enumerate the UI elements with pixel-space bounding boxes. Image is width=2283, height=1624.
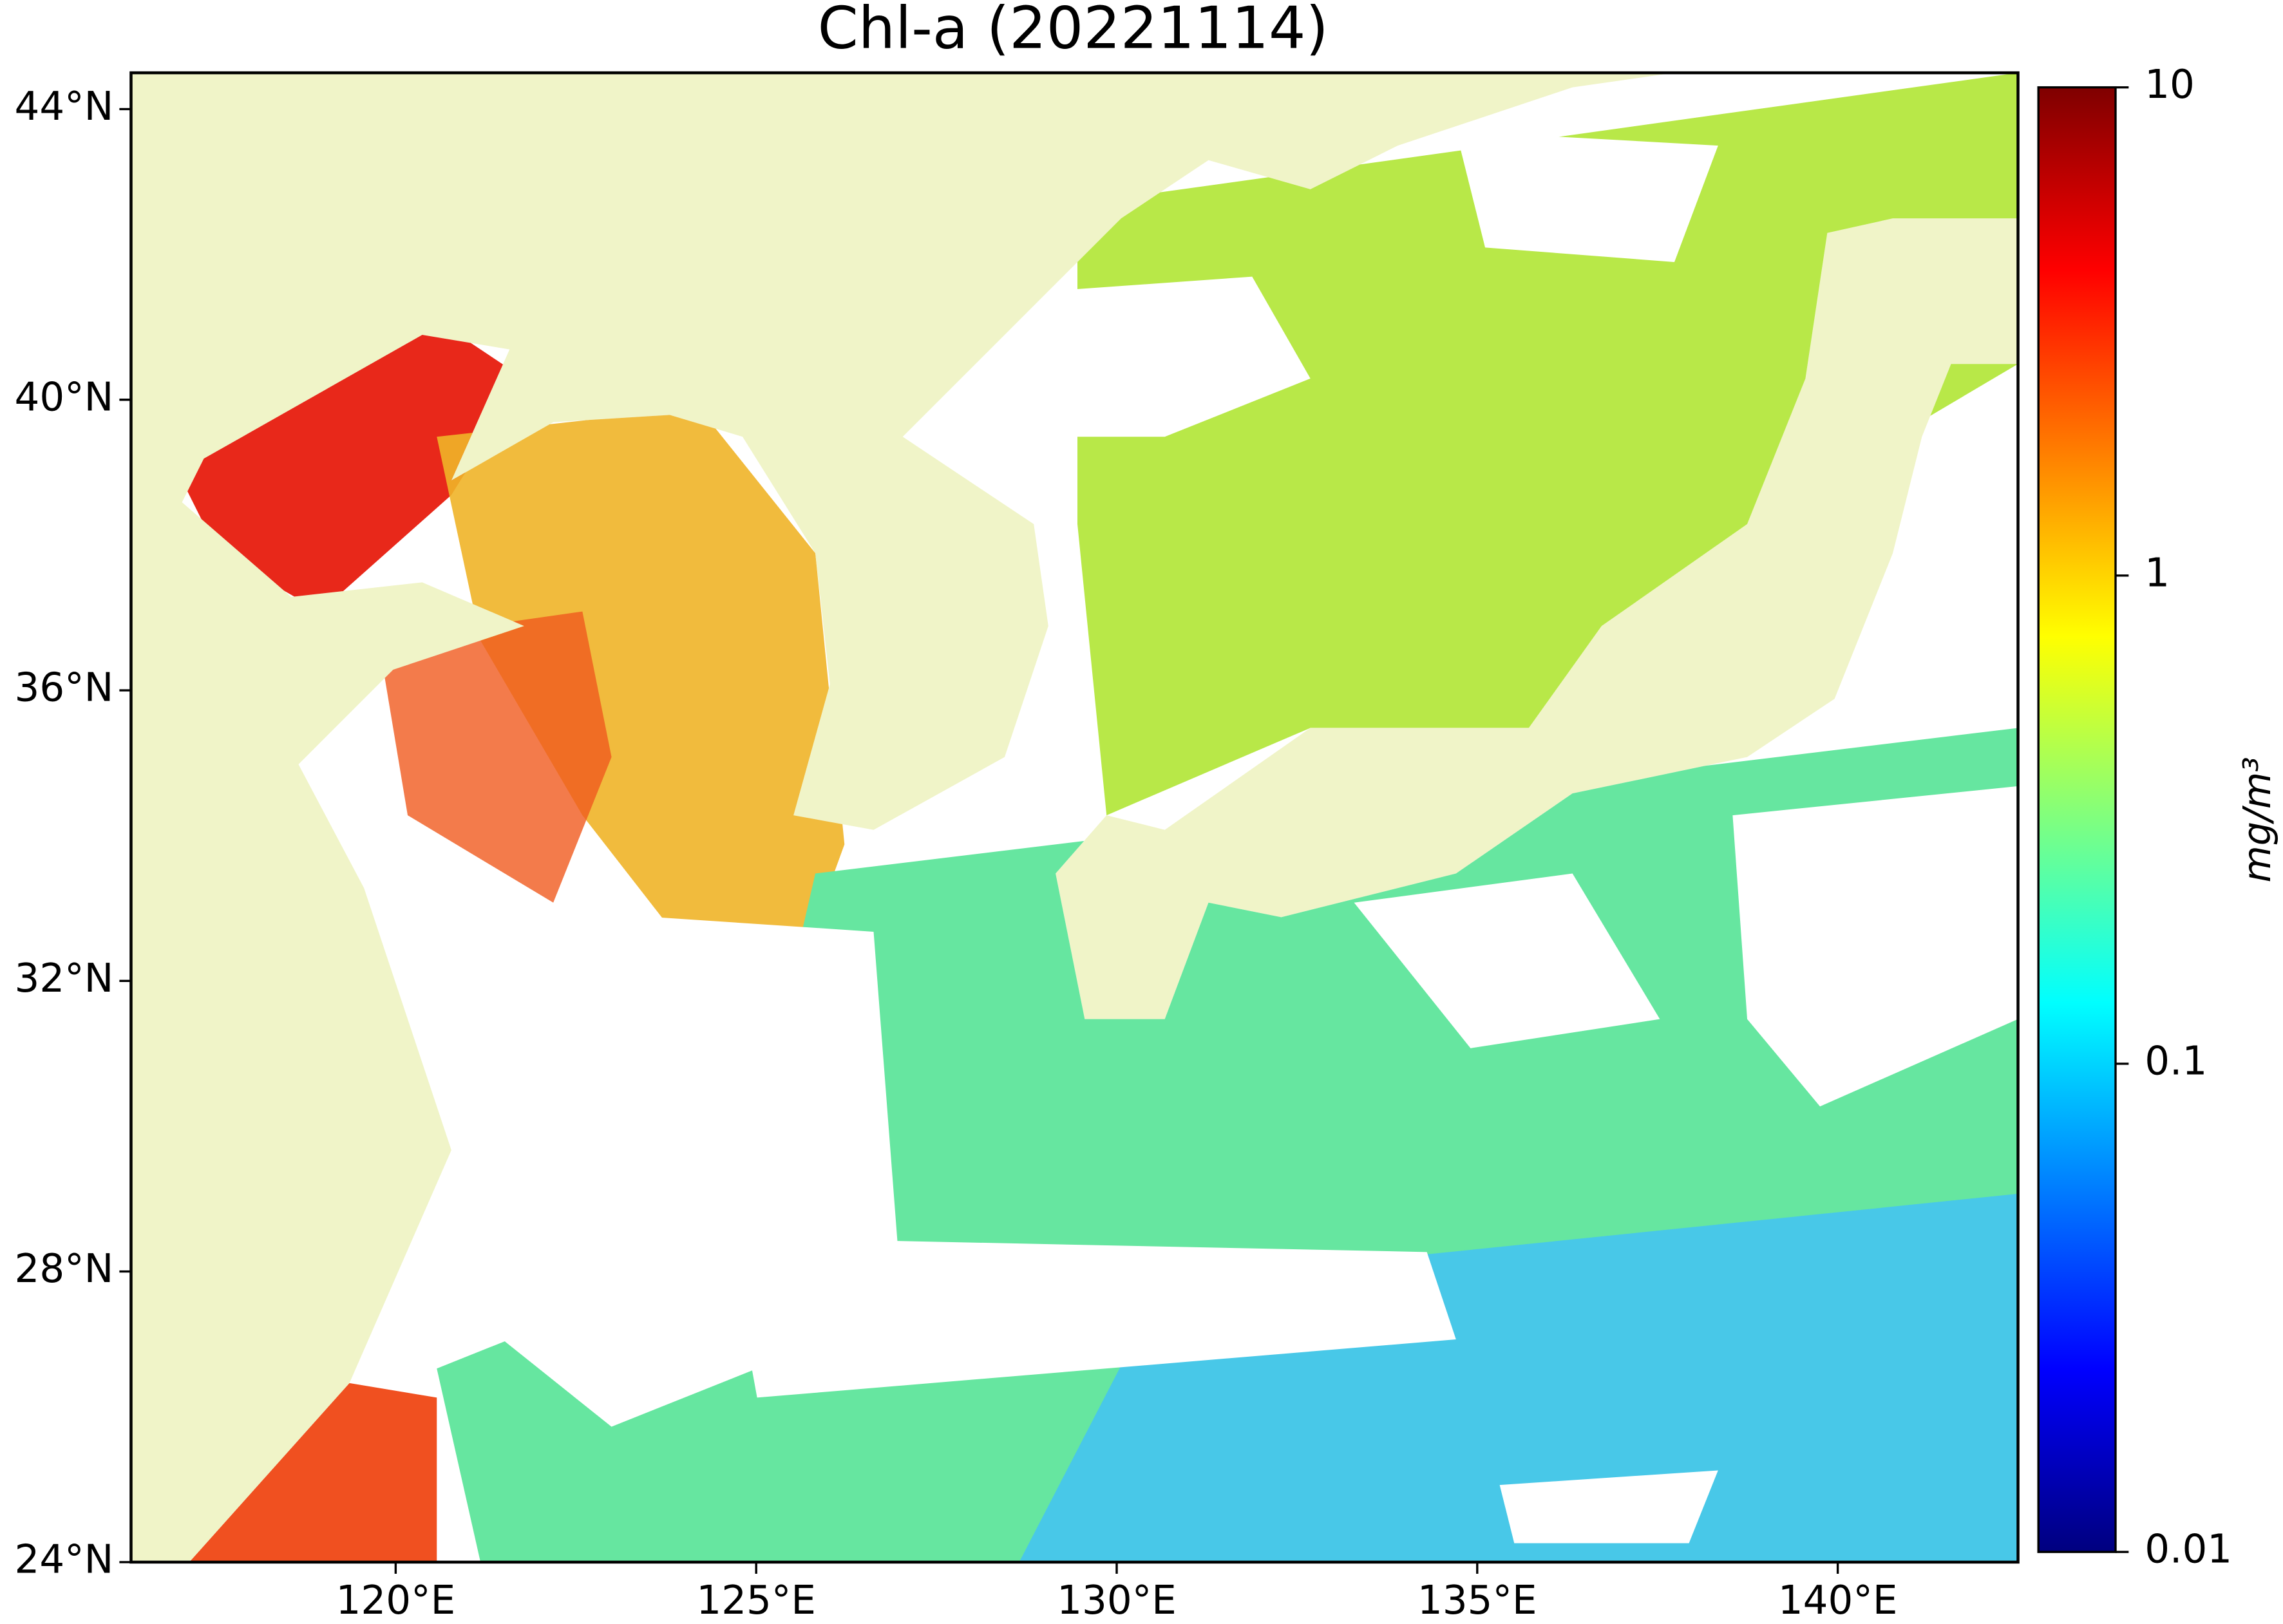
cloud [1455,131,1718,262]
colorbar-tick-label: 0.1 [2145,1039,2207,1084]
x-tick-label: 135°E [1417,1578,1537,1623]
colorbar [2037,86,2117,1553]
taiwan-strait-chl [189,1383,437,1562]
y-tick-label: 40°N [15,374,114,420]
map-area [131,73,2018,1562]
cloud [1354,873,1660,1048]
y-tick-label: 24°N [15,1536,114,1582]
map-frame [129,71,2020,1564]
y-tick-label: 28°N [15,1246,114,1292]
cloud [1499,1470,1718,1544]
chart-title: Chl-a (20221114) [818,0,1329,62]
yellow-sea-chl [437,408,845,1005]
japan-sea-chl [1077,73,2018,816]
y-tick-label: 44°N [15,84,114,129]
colorbar-tick-label: 1 [2145,550,2170,596]
cloud [1732,786,2018,1107]
x-tick-label: 130°E [1057,1578,1177,1623]
bohai-chl [182,320,524,612]
x-tick-label: 140°E [1778,1578,1898,1623]
x-tick-label: 125°E [696,1578,816,1623]
cloud [1048,276,1311,437]
x-tick-label: 120°E [336,1578,456,1623]
colorbar-label: mg/m³ [2235,757,2279,882]
cloud [728,1237,1456,1398]
y-tick-label: 32°N [15,956,114,1001]
coastal-chl [378,611,612,903]
colorbar-tick-label: 10 [2145,62,2195,108]
colorbar-tick-label: 0.01 [2145,1527,2232,1572]
sea [182,73,2018,1562]
y-tick-label: 36°N [15,665,114,711]
